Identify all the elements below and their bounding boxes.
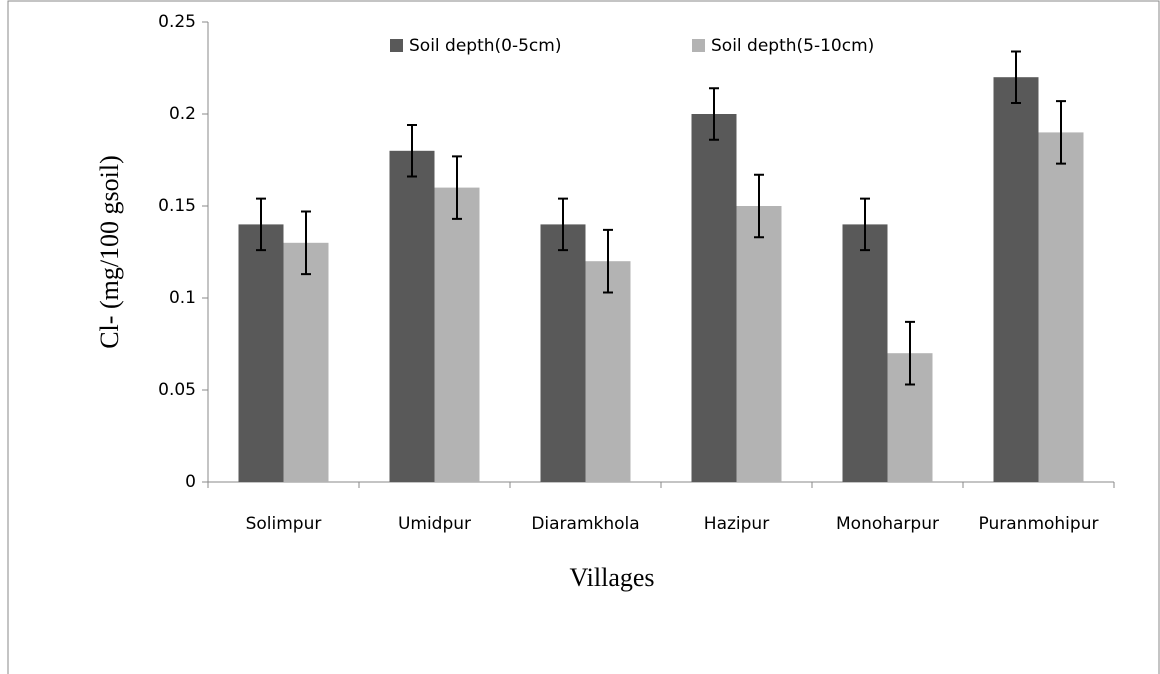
y-tick-label: 0.2 [169,104,196,124]
error-bar [754,173,764,239]
bar [389,150,435,483]
y-axis-label: Cl- (mg/100 gsoil) [95,155,124,349]
bar [736,206,782,482]
y-tick-label: 0.1 [169,288,196,308]
legend-label: Soil depth(0-5cm) [409,36,561,56]
bar [1038,132,1084,482]
x-tick-label: Solimpur [246,514,322,534]
error-bar [256,197,266,252]
error-bar [905,320,915,386]
error-bar [1011,50,1021,104]
y-tick-label: 0.15 [158,196,196,216]
error-bar [558,197,568,252]
error-bar [603,228,613,294]
x-tick-label: Umidpur [398,514,471,534]
error-bar [860,197,870,252]
bar [691,114,737,482]
frame [7,0,1160,674]
x-tick-label: Monoharpur [836,514,939,534]
bar [540,224,586,482]
x-axis-label: Villages [569,563,654,592]
y-tick-label: 0.05 [158,380,196,400]
x-tick-label: Hazipur [704,514,769,534]
bar [993,77,1039,482]
bar [434,187,480,482]
legend-label: Soil depth(5-10cm) [711,36,874,56]
error-bar [452,155,462,220]
error-bar [1056,100,1066,165]
legend-swatch [390,39,403,52]
error-bar [407,124,417,178]
bar [238,224,284,482]
bar [283,242,329,482]
x-tick-label: Diaramkhola [531,514,639,534]
error-bar [709,87,719,141]
legend-swatch [692,39,705,52]
x-tick-label: Puranmohipur [979,514,1099,534]
bar [842,224,888,482]
y-tick-label: 0.25 [158,12,196,32]
error-bar [301,210,311,276]
bar [585,261,631,482]
y-tick-label: 0 [185,472,196,492]
